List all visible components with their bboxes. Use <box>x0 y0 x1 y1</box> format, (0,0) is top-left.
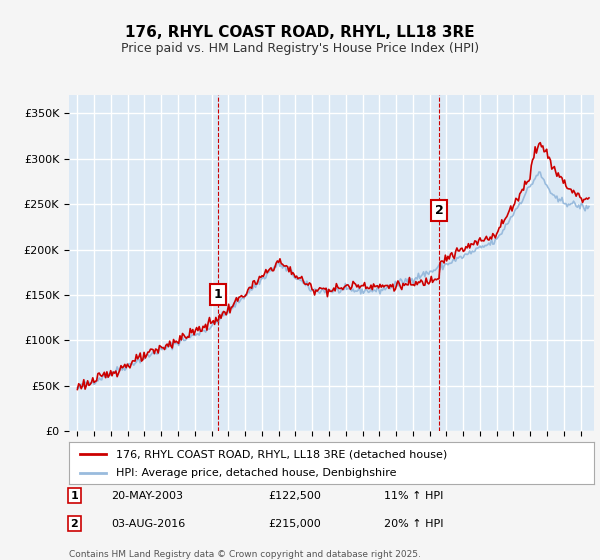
Text: HPI: Average price, detached house, Denbighshire: HPI: Average price, detached house, Denb… <box>116 468 397 478</box>
Text: 11% ↑ HPI: 11% ↑ HPI <box>384 491 443 501</box>
Text: 20% ↑ HPI: 20% ↑ HPI <box>384 519 443 529</box>
Text: 03-AUG-2016: 03-AUG-2016 <box>111 519 185 529</box>
Text: 1: 1 <box>70 491 78 501</box>
Text: Price paid vs. HM Land Registry's House Price Index (HPI): Price paid vs. HM Land Registry's House … <box>121 42 479 55</box>
Text: 2: 2 <box>70 519 78 529</box>
Text: 2: 2 <box>435 204 444 217</box>
Text: £122,500: £122,500 <box>269 491 322 501</box>
Text: 176, RHYL COAST ROAD, RHYL, LL18 3RE: 176, RHYL COAST ROAD, RHYL, LL18 3RE <box>125 25 475 40</box>
Text: 176, RHYL COAST ROAD, RHYL, LL18 3RE (detached house): 176, RHYL COAST ROAD, RHYL, LL18 3RE (de… <box>116 449 448 459</box>
Text: £215,000: £215,000 <box>269 519 321 529</box>
Text: 20-MAY-2003: 20-MAY-2003 <box>111 491 183 501</box>
Text: 1: 1 <box>214 288 223 301</box>
Text: Contains HM Land Registry data © Crown copyright and database right 2025.
This d: Contains HM Land Registry data © Crown c… <box>69 550 421 560</box>
